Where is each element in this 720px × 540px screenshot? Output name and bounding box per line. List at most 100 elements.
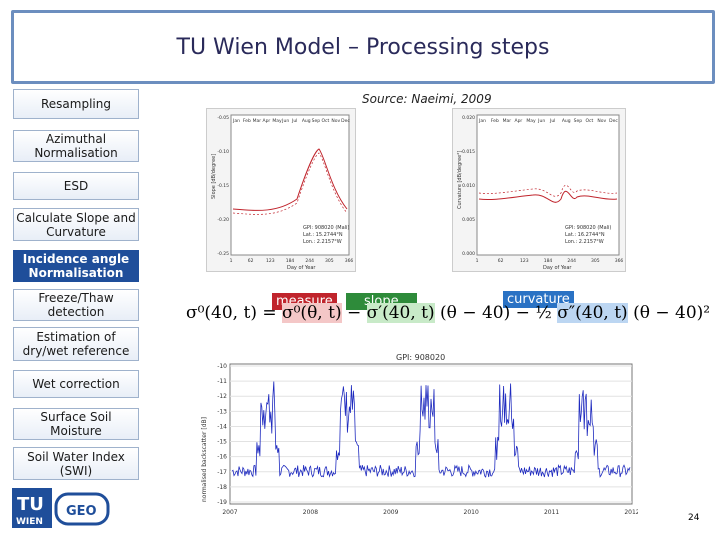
- step-slope-curvature: Calculate Slope and Curvature: [13, 208, 139, 241]
- y-tick-label: 0.000: [462, 251, 475, 257]
- x-tick-label: 62: [248, 258, 254, 264]
- curvature-info-2: Lat.: 16.2744°N: [565, 232, 605, 238]
- formula-slope-term: σ′(40, t): [366, 303, 435, 323]
- x-tick-label: 2010: [464, 509, 479, 516]
- month-label: Apr: [263, 118, 271, 124]
- y-tick-label: -17: [217, 469, 227, 476]
- timeseries-ylabel: normalised backscatter [dB]: [201, 417, 208, 502]
- slope-info-3: Lon.: 2.2157°W: [303, 239, 342, 245]
- slope-info-2: Lat.: 15.2744°N: [303, 232, 343, 238]
- x-tick-label: 366: [615, 258, 624, 264]
- y-tick-label: -0.25: [217, 251, 229, 257]
- month-label: Dec: [341, 118, 350, 124]
- y-tick-label: -14: [217, 423, 227, 430]
- y-tick-label: -0.10: [217, 149, 229, 155]
- slope-plot: Jan Feb Mar Apr May Jun Jul Aug Sep Oct Nov Dec -0.…: [206, 108, 356, 272]
- y-tick-label: -12: [217, 393, 227, 400]
- x-tick-label: 244: [567, 258, 576, 264]
- x-tick-label: 62: [498, 258, 504, 264]
- formula-curvature-term: σ″(40, t): [557, 303, 628, 323]
- y-tick-label: -16: [217, 454, 227, 461]
- x-tick-label: 184: [286, 258, 295, 264]
- geo-logo-ring: [54, 492, 110, 526]
- step-azimuthal-normalisation: Azimuthal Normalisation: [13, 130, 139, 162]
- source-citation: Source: Naeimi, 2009: [362, 92, 492, 106]
- slide-title: TU Wien Model – Processing steps: [176, 35, 550, 60]
- x-tick-label: 305: [325, 258, 334, 264]
- timeseries-grid: [230, 365, 632, 503]
- curvature-info-3: Lon.: 2.2157°W: [565, 239, 604, 245]
- month-label: Dec: [609, 118, 618, 124]
- step-dry-wet-reference: Estimation of dry/wet reference: [13, 327, 139, 361]
- timeseries-area: [229, 363, 633, 505]
- formula-measure-term: σ⁰(θ, t): [282, 303, 342, 323]
- y-tick-label: -10: [217, 363, 227, 370]
- curvature-plot-area: [476, 114, 620, 256]
- y-tick-label: -0.15: [217, 183, 229, 189]
- curvature-xlabel: Day of Year: [543, 265, 572, 271]
- y-tick-label: 0.020: [462, 115, 475, 121]
- slope-curve: [232, 148, 348, 211]
- x-tick-label: 2007: [222, 509, 237, 516]
- timeseries-x-ticks: 2007 2008 2009 2010 2011 2012: [222, 509, 638, 516]
- month-label: Oct: [586, 118, 594, 124]
- tag-curvature: curvature: [503, 291, 574, 308]
- timeseries-title: GPI: 908020: [396, 353, 445, 362]
- x-tick-label: 244: [305, 258, 314, 264]
- logo-tu: TU: [17, 494, 44, 515]
- slope-ylabel: Slope [dB/degree]: [211, 154, 217, 199]
- x-tick-label: 2008: [303, 509, 318, 516]
- month-label: Jul: [549, 118, 555, 124]
- x-tick-label: 2012: [624, 509, 638, 516]
- slope-plot-area: [230, 114, 350, 256]
- month-label: Aug: [562, 118, 571, 124]
- normalisation-formula: σ⁰(40, t) = σ⁰(θ, t) − σ′(40, t) (θ − 40…: [186, 303, 710, 323]
- x-tick-label: 1: [230, 258, 233, 264]
- curvature-curve: [478, 190, 618, 203]
- formula-half: ½: [535, 303, 552, 323]
- y-tick-label: 0.015: [462, 149, 475, 155]
- step-incidence-angle-normalisation: Incidence angle Normalisation: [13, 250, 139, 282]
- month-label: Jan: [478, 118, 486, 124]
- slope-xlabel: Day of Year: [287, 265, 316, 271]
- month-label: Mar: [503, 118, 512, 124]
- y-tick-label: -11: [217, 378, 227, 385]
- formula-end: (θ − 40)²: [633, 303, 711, 323]
- curvature-month-labels: Jan Feb Mar Apr May Jun Jul Aug Sep Oct Nov Dec: [478, 118, 618, 124]
- y-tick-label: -0.05: [217, 115, 229, 121]
- formula-lhs: σ⁰(40, t) =: [186, 303, 277, 323]
- curvature-info-1: GPI: 908020 (Mali): [565, 225, 611, 231]
- curvature-ylabel: Curvature [dB/degree²]: [457, 151, 463, 209]
- y-tick-label: 0.005: [462, 217, 475, 223]
- title-box: TU Wien Model – Processing steps: [11, 10, 715, 84]
- step-wet-correction: Wet correction: [13, 370, 139, 398]
- step-swi: Soil Water Index (SWI): [13, 447, 139, 480]
- x-tick-label: 1: [476, 258, 479, 264]
- month-label: Sep: [574, 118, 583, 124]
- y-tick-label: -0.20: [217, 217, 229, 223]
- slope-info-1: GPI: 908020 (Mali): [303, 225, 349, 231]
- month-label: Feb: [491, 118, 499, 124]
- slope-month-labels: Jan Feb Mar Apr May Jun Jul Aug Sep Oct Nov Dec: [232, 118, 350, 124]
- logo-geo: GEO: [66, 504, 97, 519]
- month-label: Jan: [232, 118, 240, 124]
- x-tick-label: 366: [345, 258, 354, 264]
- logo-wien: WIEN: [16, 517, 43, 527]
- y-tick-label: -15: [217, 439, 227, 446]
- slope-x-ticks: 1 62 123 184 244 305 366: [230, 258, 354, 264]
- y-tick-label: -18: [217, 484, 227, 491]
- slope-curve-lower: [232, 152, 348, 215]
- x-tick-label: 2009: [383, 509, 398, 516]
- x-tick-label: 184: [544, 258, 553, 264]
- month-label: Nov: [597, 118, 606, 124]
- formula-mid: (θ − 40) −: [440, 303, 530, 323]
- y-tick-label: 0.010: [462, 183, 475, 189]
- step-freeze-thaw: Freeze/Thaw detection: [13, 289, 139, 321]
- timeseries-y-ticks: -10 -11 -12 -13 -14 -15 -16 -17 -18 -19: [217, 363, 227, 506]
- step-surface-soil-moisture: Surface Soil Moisture: [13, 408, 139, 440]
- step-resampling: Resampling: [13, 89, 139, 119]
- month-label: Jul: [291, 118, 297, 124]
- curvature-y-ticks: 0.020 0.015 0.010 0.005 0.000: [462, 115, 475, 257]
- y-tick-label: -19: [217, 499, 227, 506]
- month-label: Oct: [322, 118, 330, 124]
